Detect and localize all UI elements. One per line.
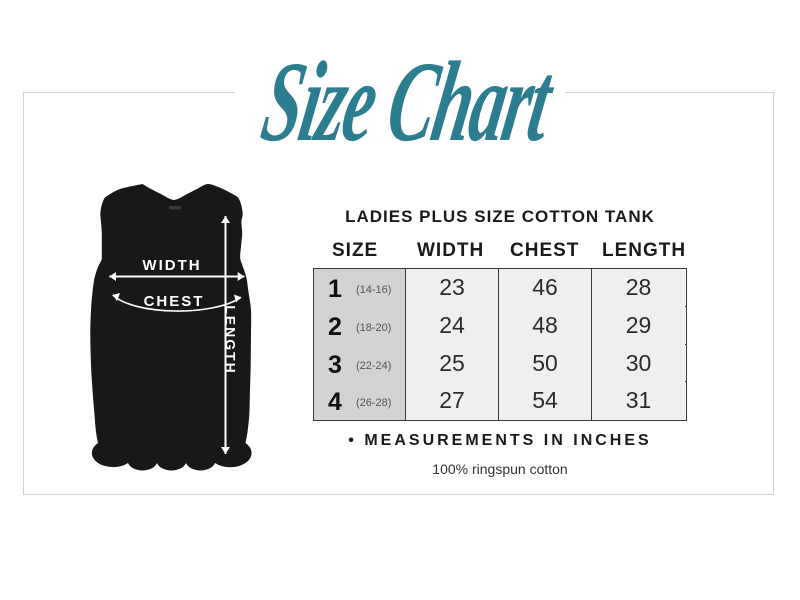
svg-text:WIDTH: WIDTH bbox=[142, 257, 201, 274]
svg-text:CHEST: CHEST bbox=[144, 293, 205, 310]
svg-text:LENGTH: LENGTH bbox=[223, 305, 239, 375]
